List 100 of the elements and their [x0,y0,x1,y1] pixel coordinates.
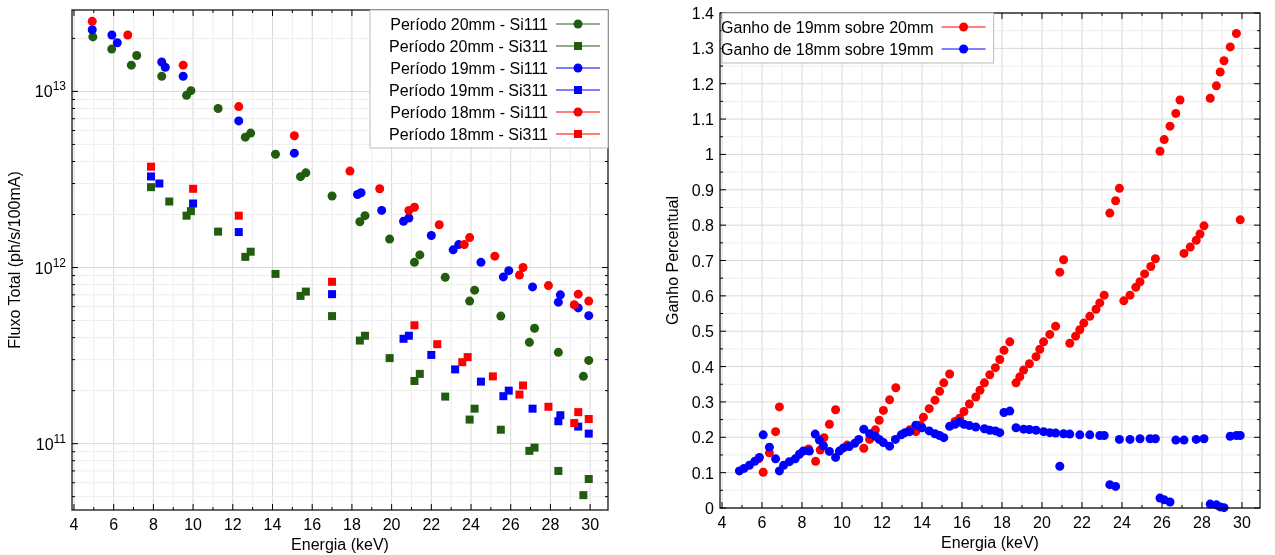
point [186,207,195,216]
point [496,311,506,321]
x-tick-label: 10 [184,516,203,533]
y-axis-title: Ganho Percentual [664,196,681,325]
point [584,429,593,438]
point [433,340,442,349]
point [584,311,594,321]
y-tick-label: 1.4 [691,5,715,22]
legend-label: Ganho de 19mm sobre 20mm [721,19,934,36]
point [234,211,243,220]
x-tick-label: 28 [541,516,560,533]
point [458,358,467,367]
point [488,372,497,381]
point [147,183,156,192]
x-tick-label: 4 [69,516,79,533]
point [246,128,256,138]
point [107,44,117,54]
y-tick-label: 10$^{13}$ [34,79,67,101]
point [514,270,524,280]
point [573,289,583,299]
y-tick-label: 0.7 [691,252,715,270]
point [147,162,156,171]
x-tick-label: 22 [422,516,441,533]
x-axis-title: Energia (keV) [291,536,389,553]
point [465,415,474,424]
point [574,408,583,417]
x-tick-label: 18 [993,514,1011,531]
point [155,179,164,188]
x-tick-label: 12 [223,516,242,533]
point [441,392,450,401]
point [553,347,563,357]
point [328,277,337,286]
point [555,290,565,300]
point [385,354,394,363]
point [328,290,337,299]
point [234,228,243,237]
point [463,353,472,362]
point [465,296,475,306]
y-axis-title: Fluxo Total (ph/s/100mA) [6,171,23,349]
point [496,425,505,434]
x-tick-label: 16 [953,514,971,531]
x-tick-label: 6 [757,514,767,531]
point [126,60,136,70]
point [528,404,537,413]
x-tick-label: 22 [1073,514,1091,531]
x-tick-label: 8 [797,514,807,531]
legend-label: Período 18mm - Si311 [389,126,549,143]
y-tick-label: 10$^{12}$ [34,255,67,277]
point [214,227,223,236]
point [404,331,413,340]
point [470,404,479,413]
y-tick-label: 0.6 [691,287,715,305]
point [189,184,198,193]
point [584,296,594,306]
point [570,419,579,427]
point [499,392,508,401]
point [355,217,365,227]
point [470,285,480,295]
point [234,102,244,112]
legend-label: Período 18mm - Si111 [390,104,549,121]
point [123,30,133,40]
point [409,202,419,212]
point [360,211,370,221]
point [189,199,198,208]
point [87,25,97,35]
point [556,411,565,420]
point [301,168,311,178]
x-tick-label: 24 [1113,514,1131,531]
point [328,312,337,321]
legend-label: Período 19mm - Si111 [390,60,549,77]
x-tick-label: 14 [913,514,931,531]
point [301,287,310,296]
point [504,386,513,395]
point [327,191,337,201]
point [147,172,156,181]
point [518,263,528,273]
point [504,266,514,276]
y-tick-label: 0.4 [691,358,715,376]
point [465,233,475,243]
y-tick-label: 10$^{11}$ [35,431,67,453]
legend-label: Período 20mm - Si111 [390,16,549,33]
y-tick-label: 1.3 [691,40,715,58]
y-tick-label: 0.9 [691,181,715,199]
point [427,350,436,359]
point [107,30,117,40]
point [87,16,97,26]
x-tick-label: 8 [148,516,158,533]
point [246,247,255,256]
point [578,371,588,381]
point [289,148,299,158]
point [530,443,539,452]
point [476,257,486,267]
point [448,245,458,255]
y-tick-label: 1.2 [691,75,715,93]
point [584,415,593,424]
point [434,220,444,230]
point [375,184,385,194]
x-axis-title: Energia (keV) [941,534,1039,551]
x-tick-label: 10 [833,514,851,531]
x-tick-label: 18 [343,516,361,533]
